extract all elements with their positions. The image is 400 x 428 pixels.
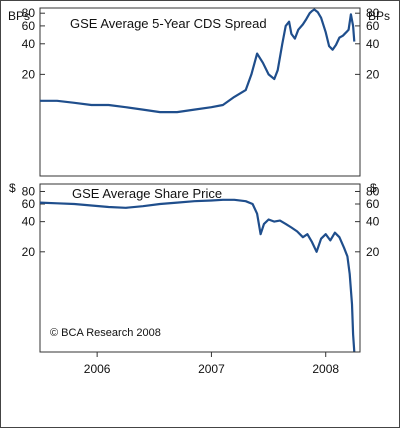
share-title: GSE Average Share Price xyxy=(72,186,222,201)
x-tick-label: 2008 xyxy=(312,362,339,376)
cds-spread-panel: BPs BPs GSE Average 5-Year CDS Spread 20… xyxy=(8,6,390,177)
share-right-tick-label: 20 xyxy=(366,245,380,259)
share-left-tick-label: 20 xyxy=(22,245,36,259)
share-left-tick-label: 60 xyxy=(22,197,36,211)
cds-left-tick-label: 80 xyxy=(22,6,36,20)
cds-left-tick-label: 60 xyxy=(22,19,36,33)
cds-left-unit: BPs xyxy=(8,9,30,23)
share-right-unit: $ xyxy=(370,181,377,195)
copyright-annotation: © BCA Research 2008 xyxy=(50,327,161,339)
cds-right-tick-label: 20 xyxy=(366,67,380,81)
cds-series-line xyxy=(40,8,356,114)
share-left-tick-label: 80 xyxy=(22,184,36,198)
x-tick-label: 2006 xyxy=(84,362,111,376)
cds-right-tick-label: 40 xyxy=(366,37,380,51)
share-series-line xyxy=(39,198,356,353)
cds-right-tick-label: 60 xyxy=(366,19,380,33)
cds-plot-area xyxy=(39,7,361,177)
share-left-tick-label: 40 xyxy=(22,215,36,229)
share-right-tick-label: 60 xyxy=(366,197,380,211)
share-left-unit: $ xyxy=(9,181,16,195)
cds-left-tick-label: 40 xyxy=(22,37,36,51)
share-right-tick-label: 40 xyxy=(366,215,380,229)
cds-right-tick-label: 80 xyxy=(366,6,380,20)
share-price-panel: $ $ GSE Average Share Price 20 20 40 40 60 60… xyxy=(9,181,380,353)
cds-right-unit: BPs xyxy=(368,9,390,23)
share-right-tick-label: 80 xyxy=(366,184,380,198)
x-axis: 2006 2007 2008 xyxy=(40,351,360,376)
cds-title: GSE Average 5-Year CDS Spread xyxy=(70,16,267,31)
cds-left-tick-label: 20 xyxy=(22,67,36,81)
x-tick-label: 2007 xyxy=(198,362,225,376)
